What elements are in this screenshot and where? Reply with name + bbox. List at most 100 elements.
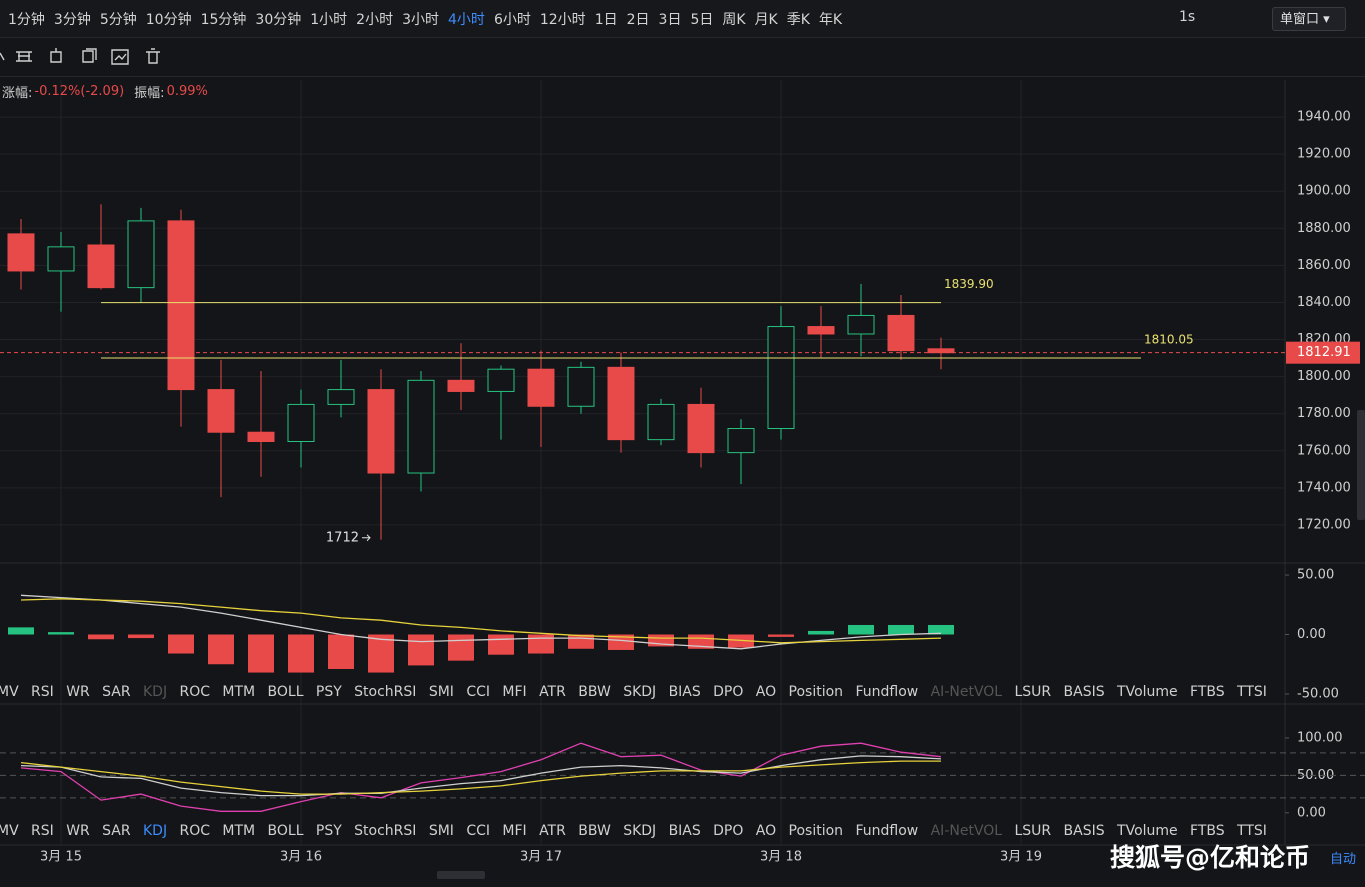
indicator-tab[interactable]: MV [0,823,19,839]
interval-button[interactable]: 30分钟 [255,11,302,28]
icon[interactable] [16,51,32,62]
interval-button[interactable]: 月K [754,11,778,28]
indicator-tab[interactable]: FTBS [1190,823,1225,839]
icon[interactable] [50,48,62,63]
y-tick-label: 1840.00 [1297,295,1351,310]
interval-button[interactable]: 3小时 [402,11,440,28]
indicator-tab[interactable]: TTSI [1237,823,1267,839]
indicator-tab[interactable]: ATR [539,684,566,700]
interval-button[interactable]: 1日 [594,11,618,28]
indicator-tab[interactable]: DPO [713,823,744,839]
indicator-tab[interactable]: KDJ [143,684,168,700]
indicator-tab[interactable]: Fundflow [855,684,919,700]
interval-button[interactable]: 年K [818,11,843,28]
interval-button[interactable]: 12小时 [539,11,586,28]
tool-icons [0,48,160,65]
indicator-tab[interactable]: SAR [102,684,131,700]
indicator-tab[interactable]: Fundflow [855,823,919,839]
indicator-tab[interactable]: AO [755,684,777,700]
indicator-tab[interactable]: SKDJ [623,684,657,700]
x-tick-label: 3月 15 [40,850,82,865]
interval-button[interactable]: 2小时 [356,11,394,28]
y-tick-label: 1780.00 [1297,406,1351,421]
indicator-tab[interactable]: MTM [222,684,256,700]
info-line: 涨幅: -0.12%(-2.09) 振幅: 0.99% [2,82,208,101]
indicator-tab[interactable]: StochRSI [354,684,417,700]
auto-button[interactable]: 自动 [1330,852,1357,867]
interval-button[interactable]: 3分钟 [53,11,91,28]
indicator-tab[interactable]: TVolume [1117,684,1178,700]
indicator-tab[interactable]: MTM [222,823,256,839]
icon[interactable] [0,52,5,61]
indicator-tab[interactable]: BIAS [668,823,701,839]
interval-button[interactable]: 3日 [658,11,682,28]
interval-button[interactable]: 周K [722,11,746,28]
indicator-tab[interactable]: PSY [315,823,342,839]
indicator-tab[interactable]: SMI [428,684,454,700]
indicator-tab[interactable]: KDJ [143,823,168,839]
indicator-tab[interactable]: MFI [502,684,527,700]
interval-button[interactable]: 2日 [626,11,650,28]
y-tick-label: 1880.00 [1297,221,1351,236]
indicator-tab[interactable]: ROC [179,684,211,700]
indicator-tab[interactable]: SKDJ [623,823,657,839]
icon[interactable] [146,48,160,64]
interval-button[interactable]: 季K [786,11,810,28]
histogram-bar [888,624,914,635]
indicator-tab[interactable]: ATR [539,823,566,839]
indicator-tab[interactable]: StochRSI [354,823,417,839]
interval-button[interactable]: 10分钟 [145,11,192,28]
indicator-tab[interactable]: BASIS [1063,823,1105,839]
indicator-line [20,760,941,795]
indicator-tab[interactable]: SMI [428,823,454,839]
indicator-tab[interactable]: CCI [466,823,491,839]
scroll-handle[interactable] [437,871,485,879]
indicator-tab[interactable]: BASIS [1063,684,1105,700]
last-price-box [1286,341,1360,364]
indicator-tab[interactable]: BBW [578,823,611,839]
indicator-tab[interactable]: PSY [315,684,342,700]
y-tick-label: 1720.00 [1297,517,1351,532]
interval-button[interactable]: 1小时 [310,11,348,28]
histogram-bar [768,634,794,637]
indicator-tab[interactable]: TVolume [1117,823,1178,839]
indicator-tab[interactable]: FTBS [1190,684,1225,700]
indicator-tab[interactable]: RSI [31,823,54,839]
indicator-tab[interactable]: CCI [466,684,491,700]
indicator-tab[interactable]: BIAS [668,684,701,700]
indicator-tab[interactable]: AI-NetVOL [930,684,1003,700]
indicator-tab[interactable]: AO [755,823,777,839]
indicator-tab[interactable]: Position [788,684,844,700]
indicator-tab[interactable]: AI-NetVOL [930,823,1003,839]
window-select[interactable]: 单窗口 ▾ [1272,7,1346,31]
interval-button[interactable]: 5日 [690,11,714,28]
indicator-tab[interactable]: BBW [578,684,611,700]
icon[interactable] [111,49,129,65]
indicator-tab[interactable]: MFI [502,823,527,839]
interval-button[interactable]: 4小时 [448,11,485,28]
price-line-label: 1839.90 [944,277,994,291]
amplitude-label: 振幅: [134,85,165,101]
interval-button[interactable]: 1分钟 [8,11,45,28]
refresh-rate[interactable]: 1s [1179,9,1196,25]
indicator-tab[interactable]: BOLL [267,823,304,839]
indicator-tab[interactable]: MV [0,684,19,700]
candle-body [527,368,555,407]
interval-button[interactable]: 5分钟 [99,11,137,28]
side-handle[interactable] [1357,410,1365,520]
indicator-tab[interactable]: LSUR [1014,684,1052,700]
indicator-tab[interactable]: TTSI [1237,684,1267,700]
indicator-tab[interactable]: DPO [713,684,744,700]
icon[interactable] [82,48,97,63]
indicator-tab[interactable]: ROC [179,823,211,839]
indicator-tab[interactable]: BOLL [267,684,304,700]
indicator-tab[interactable]: Position [788,823,844,839]
indicator-tab[interactable]: WR [66,684,90,700]
indicator-tab[interactable]: SAR [102,823,131,839]
indicator-tab[interactable]: RSI [31,684,54,700]
candle-body [567,366,595,407]
indicator-tab[interactable]: WR [66,823,90,839]
indicator-tab[interactable]: LSUR [1014,823,1052,839]
interval-button[interactable]: 6小时 [493,11,531,28]
interval-button[interactable]: 15分钟 [200,11,247,28]
